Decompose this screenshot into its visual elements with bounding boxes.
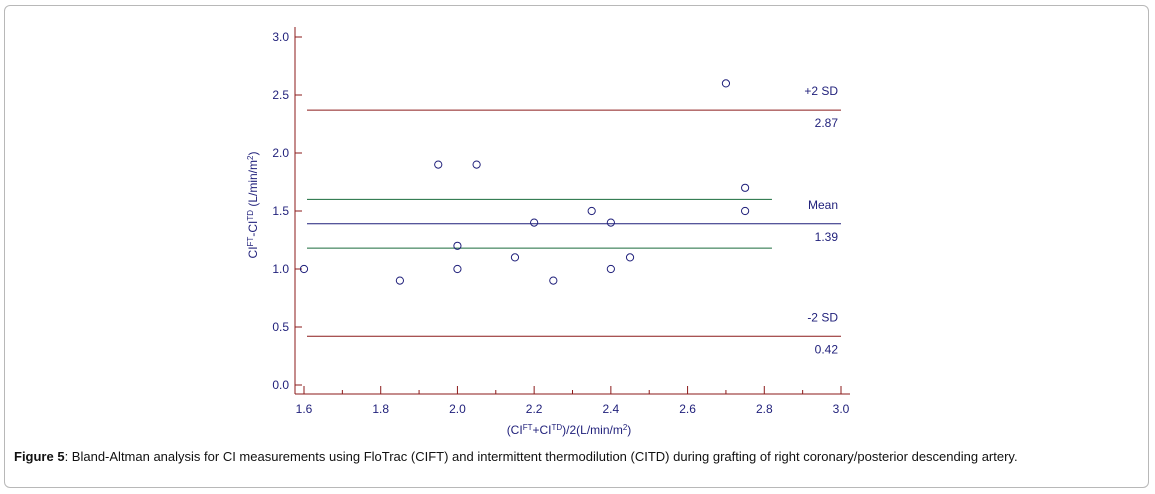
data-point xyxy=(453,264,462,274)
data-point xyxy=(299,264,309,274)
reference-line-value: 2.87 xyxy=(815,116,839,130)
data-point xyxy=(587,206,596,216)
data-point xyxy=(741,183,750,192)
y-tick-label: 1.0 xyxy=(272,262,289,276)
y-tick-label: 2.5 xyxy=(272,88,289,102)
y-tick-label: 0.5 xyxy=(272,320,289,334)
bland-altman-chart: 0.0 0.5 1.0 1.5 2.0 2.5 3.0 1.6 1.8 2.0 2.2 2.4 2.6 2… xyxy=(246,27,850,438)
x-tick-label: 1.6 xyxy=(296,402,313,416)
figure-frame xyxy=(4,5,1149,488)
figure-caption: Figure 5: Bland-Altman analysis for CI m… xyxy=(14,449,1144,464)
data-point xyxy=(453,241,462,250)
data-point xyxy=(434,160,443,169)
x-tick-label: 2.6 xyxy=(679,402,696,416)
caption-label: Figure 5 xyxy=(14,449,65,464)
y-tick-label: 3.0 xyxy=(272,30,289,44)
reference-line-label: Mean xyxy=(808,198,838,212)
reference-line-label: -2 SD xyxy=(807,310,838,324)
data-point xyxy=(395,276,404,285)
x-tick-label: 1.8 xyxy=(372,402,389,416)
data-point xyxy=(472,160,481,169)
data-point xyxy=(721,79,731,88)
y-tick-label: 1.5 xyxy=(272,204,289,218)
data-point xyxy=(625,253,635,262)
data-point xyxy=(530,218,539,227)
data-point xyxy=(606,264,615,274)
x-tick-label: 2.2 xyxy=(526,402,543,416)
reference-line-value: 0.42 xyxy=(815,342,839,356)
x-tick-label: 2.4 xyxy=(603,402,620,416)
y-axis-label: CIFT-CITD (L/min/m2) xyxy=(246,152,261,259)
data-point xyxy=(606,218,615,227)
reference-line-value: 1.39 xyxy=(815,230,839,244)
y-tick-label: 2.0 xyxy=(272,146,289,160)
reference-line-label: +2 SD xyxy=(804,84,838,98)
x-tick-label: 2.8 xyxy=(756,402,773,416)
data-point xyxy=(510,253,520,262)
data-point xyxy=(741,206,750,216)
y-tick-label: 0.0 xyxy=(272,378,289,392)
x-axis-label: (CIFT+CITD)/2(L/min/m2) xyxy=(507,423,632,438)
x-tick-label: 3.0 xyxy=(833,402,850,416)
x-tick-label: 2.0 xyxy=(449,402,466,416)
data-point xyxy=(549,276,558,285)
caption-text: : Bland-Altman analysis for CI measureme… xyxy=(64,449,1018,464)
